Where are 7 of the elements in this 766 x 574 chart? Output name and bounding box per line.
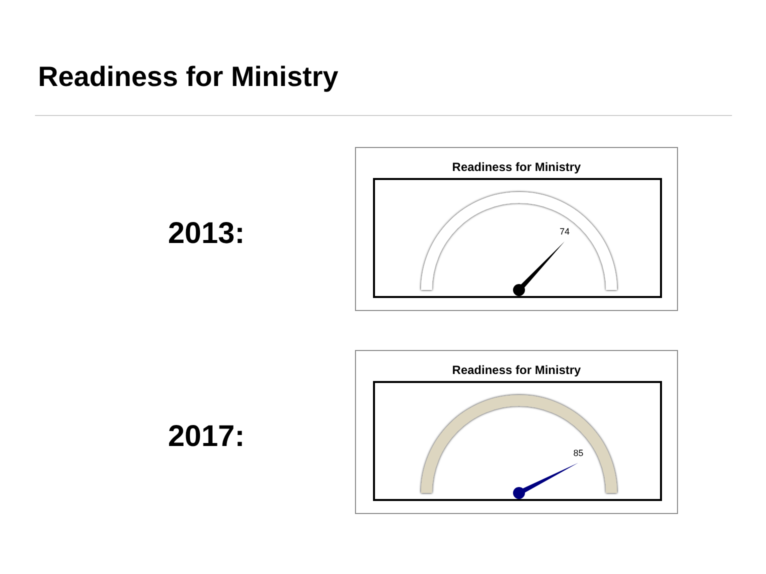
text: Readiness for Ministry: [38, 61, 338, 93]
text: 2017:: [168, 420, 245, 454]
text: Readiness for Ministry: [452, 363, 582, 377]
data-label: 85: [573, 448, 584, 458]
data-label: 74: [560, 226, 570, 237]
text: 2013:: [168, 217, 245, 251]
text: Readiness for Ministry: [452, 160, 582, 174]
